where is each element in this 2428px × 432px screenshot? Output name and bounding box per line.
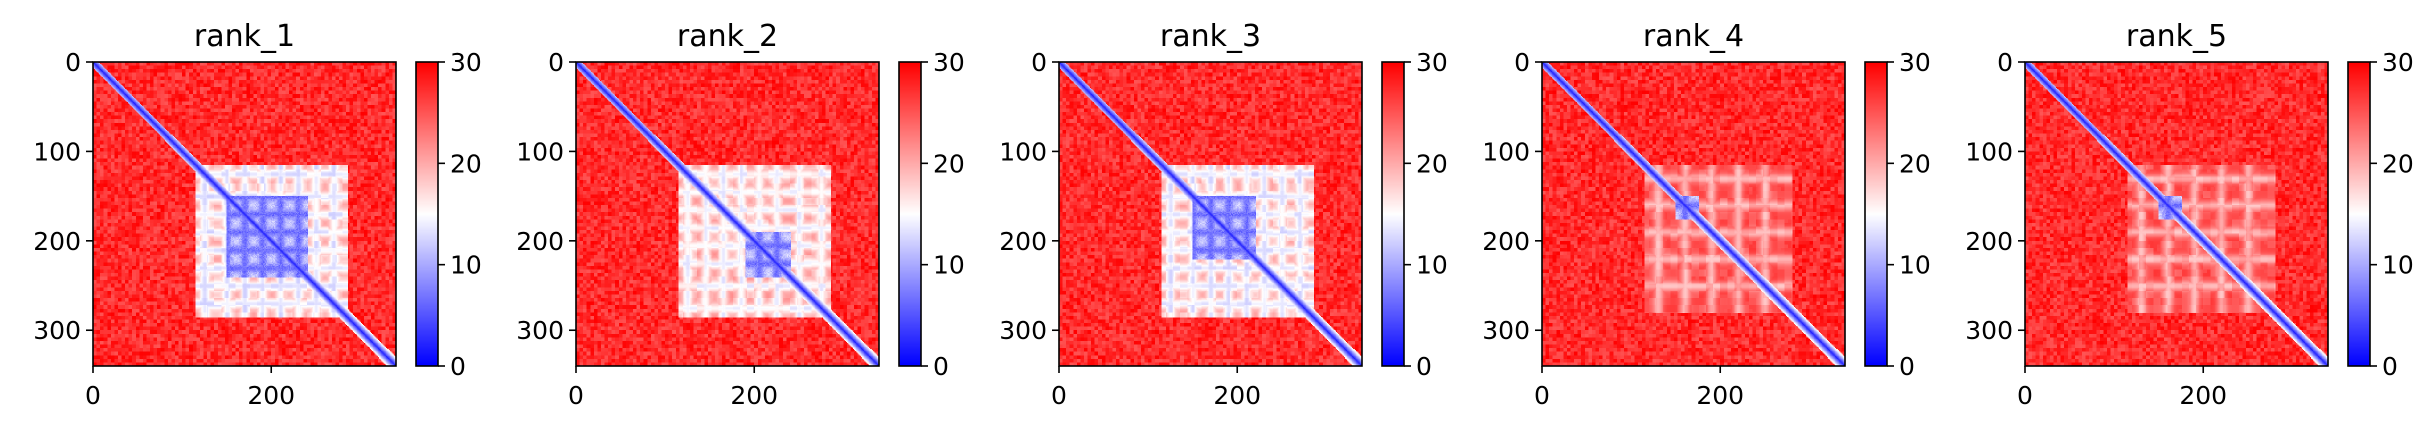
x-tick-label: 200: [730, 381, 778, 410]
colorbar-tick-label: 10: [1899, 251, 1931, 280]
y-tick-label: 100: [33, 137, 81, 166]
colorbar-frame: [1381, 61, 1405, 367]
colorbar-tick-label: 10: [2382, 251, 2414, 280]
heatmap-image: [1059, 62, 1362, 366]
panel-rank-1: rank_1 0 200 0 100 200 300 0 10 20 30: [33, 19, 482, 410]
panel-rank-3: rank_3 0 200 0 100 200 300 0 10 20 30: [999, 19, 1448, 410]
panel-title: rank_5: [2126, 19, 2227, 54]
panel-rank-4: rank_4 0 200 0 100 200 300 0 10 20 30: [1482, 19, 1931, 410]
y-tick-label: 200: [1965, 227, 2013, 256]
colorbar-tick-label: 0: [450, 352, 466, 381]
y-tick-label: 100: [516, 137, 564, 166]
colorbar-tick-label: 10: [450, 251, 482, 280]
colorbar-tick-label: 20: [450, 149, 482, 178]
plot-frame: [1058, 61, 1363, 367]
heatmap-image: [2025, 62, 2328, 366]
plot-frame: [92, 61, 397, 367]
panel-rank-5: rank_5 0 200 0 100 200 300 0 10 20 30: [1965, 19, 2414, 410]
y-tick-label: 200: [516, 227, 564, 256]
colorbar-tick-label: 30: [1899, 48, 1931, 77]
y-tick-label: 300: [1482, 316, 1530, 345]
colorbar-tick-label: 30: [933, 48, 965, 77]
heatmap-image: [1542, 62, 1845, 366]
heatmap-image: [576, 62, 879, 366]
y-tick-label: 200: [999, 227, 1047, 256]
panel-title: rank_1: [194, 19, 295, 54]
y-tick-label: 0: [1514, 48, 1530, 77]
colorbar-tick-label: 10: [1416, 251, 1448, 280]
y-tick-label: 300: [1965, 316, 2013, 345]
x-tick-label: 200: [1213, 381, 1261, 410]
y-tick-label: 100: [999, 137, 1047, 166]
colorbar-gradient: [1865, 62, 1887, 366]
colorbar-tick-label: 30: [450, 48, 482, 77]
y-tick-label: 100: [1482, 137, 1530, 166]
panel-title: rank_2: [677, 19, 778, 54]
panel-title: rank_3: [1160, 19, 1261, 54]
x-tick-label: 0: [2017, 381, 2033, 410]
x-tick-label: 0: [1051, 381, 1067, 410]
colorbar-frame: [2347, 61, 2371, 367]
y-tick-label: 0: [1031, 48, 1047, 77]
panel-title: rank_4: [1643, 19, 1744, 54]
plot-frame: [1541, 61, 1846, 367]
x-tick-label: 0: [85, 381, 101, 410]
y-tick-label: 200: [33, 227, 81, 256]
x-tick-label: 200: [1696, 381, 1744, 410]
colorbar-tick-label: 20: [1899, 149, 1931, 178]
plot-frame: [2024, 61, 2329, 367]
y-tick-label: 300: [516, 316, 564, 345]
y-tick-label: 200: [1482, 227, 1530, 256]
y-tick-label: 0: [65, 48, 81, 77]
plot-frame: [575, 61, 880, 367]
colorbar-tick-label: 20: [2382, 149, 2414, 178]
colorbar-tick-label: 0: [1416, 352, 1432, 381]
x-tick-label: 200: [247, 381, 295, 410]
y-tick-label: 0: [1997, 48, 2013, 77]
colorbar-gradient: [899, 62, 921, 366]
colorbar-tick-label: 30: [2382, 48, 2414, 77]
x-tick-label: 200: [2179, 381, 2227, 410]
y-tick-label: 300: [999, 316, 1047, 345]
y-tick-label: 300: [33, 316, 81, 345]
colorbar-frame: [415, 61, 439, 367]
colorbar-gradient: [2348, 62, 2370, 366]
colorbar-tick-label: 30: [1416, 48, 1448, 77]
colorbar-tick-label: 20: [933, 149, 965, 178]
colorbar-tick-label: 20: [1416, 149, 1448, 178]
colorbar-gradient: [416, 62, 438, 366]
y-tick-label: 0: [548, 48, 564, 77]
panel-rank-2: rank_2 0 200 0 100 200 300 0 10 20 30: [516, 19, 965, 410]
x-tick-label: 0: [568, 381, 584, 410]
colorbar-tick-label: 0: [933, 352, 949, 381]
x-tick-label: 0: [1534, 381, 1550, 410]
heatmap-image: [93, 62, 396, 366]
colorbar-frame: [898, 61, 922, 367]
colorbar-frame: [1864, 61, 1888, 367]
colorbar-gradient: [1382, 62, 1404, 366]
colorbar-tick-label: 0: [1899, 352, 1915, 381]
y-tick-label: 100: [1965, 137, 2013, 166]
colorbar-tick-label: 0: [2382, 352, 2398, 381]
colorbar-tick-label: 10: [933, 251, 965, 280]
